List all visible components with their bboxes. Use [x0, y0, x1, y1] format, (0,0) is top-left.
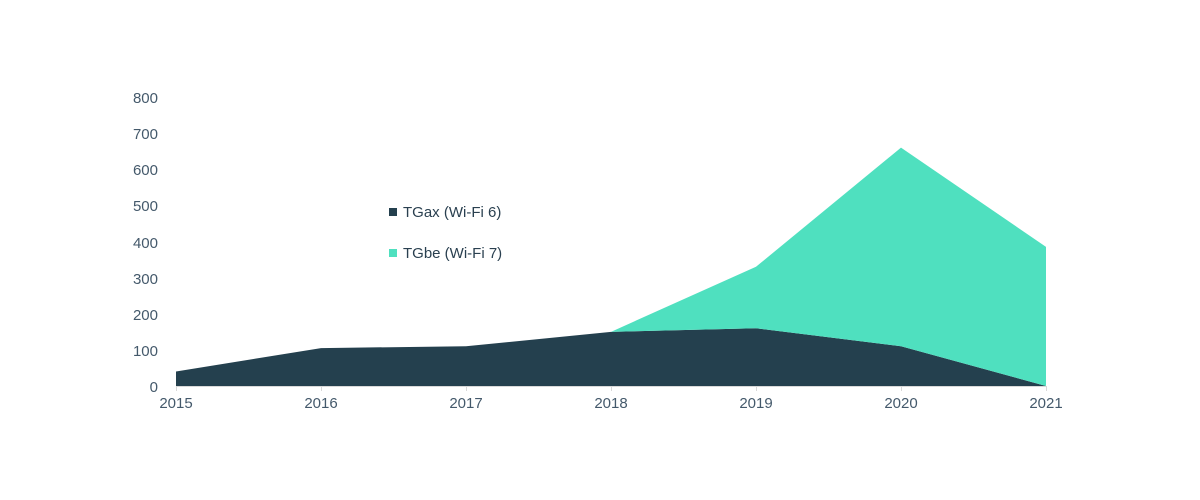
tgax-swatch-icon	[389, 208, 397, 216]
legend-label-tgbe: TGbe (Wi-Fi 7)	[403, 244, 503, 262]
y-tick-label: 800	[132, 90, 158, 107]
y-tick-label: 700	[132, 126, 158, 144]
y-tick-label: 0	[149, 379, 158, 396]
y-tick-label: 600	[132, 162, 158, 180]
y-tick-label: 500	[132, 198, 158, 216]
x-tick-label: 2017	[449, 395, 483, 412]
y-tick-label: 300	[132, 270, 158, 288]
y-tick-label: 200	[132, 306, 158, 324]
x-tick-label: 2018	[594, 395, 628, 412]
legend-item-tgbe: TGbe (Wi-Fi 7)	[389, 244, 503, 262]
y-tick-label: 100	[132, 342, 158, 360]
x-tick-label: 2020	[884, 395, 918, 412]
x-tick-label: 2019	[739, 395, 773, 412]
tgbe-swatch-icon	[389, 249, 397, 257]
x-tick-label: 2021	[1029, 395, 1063, 412]
chart-legend: TGax (Wi-Fi 6) TGbe (Wi-Fi 7)	[389, 204, 502, 286]
legend-label-tgax: TGax (Wi-Fi 6)	[403, 203, 502, 221]
y-tick-label: 400	[132, 234, 158, 252]
x-tick-label: 2015	[159, 395, 193, 412]
area-tgax	[176, 328, 1046, 386]
legend-item-tgax: TGax (Wi-Fi 6)	[389, 203, 502, 221]
x-tick-label: 2016	[304, 395, 338, 412]
area-tgbe	[176, 147, 1046, 386]
